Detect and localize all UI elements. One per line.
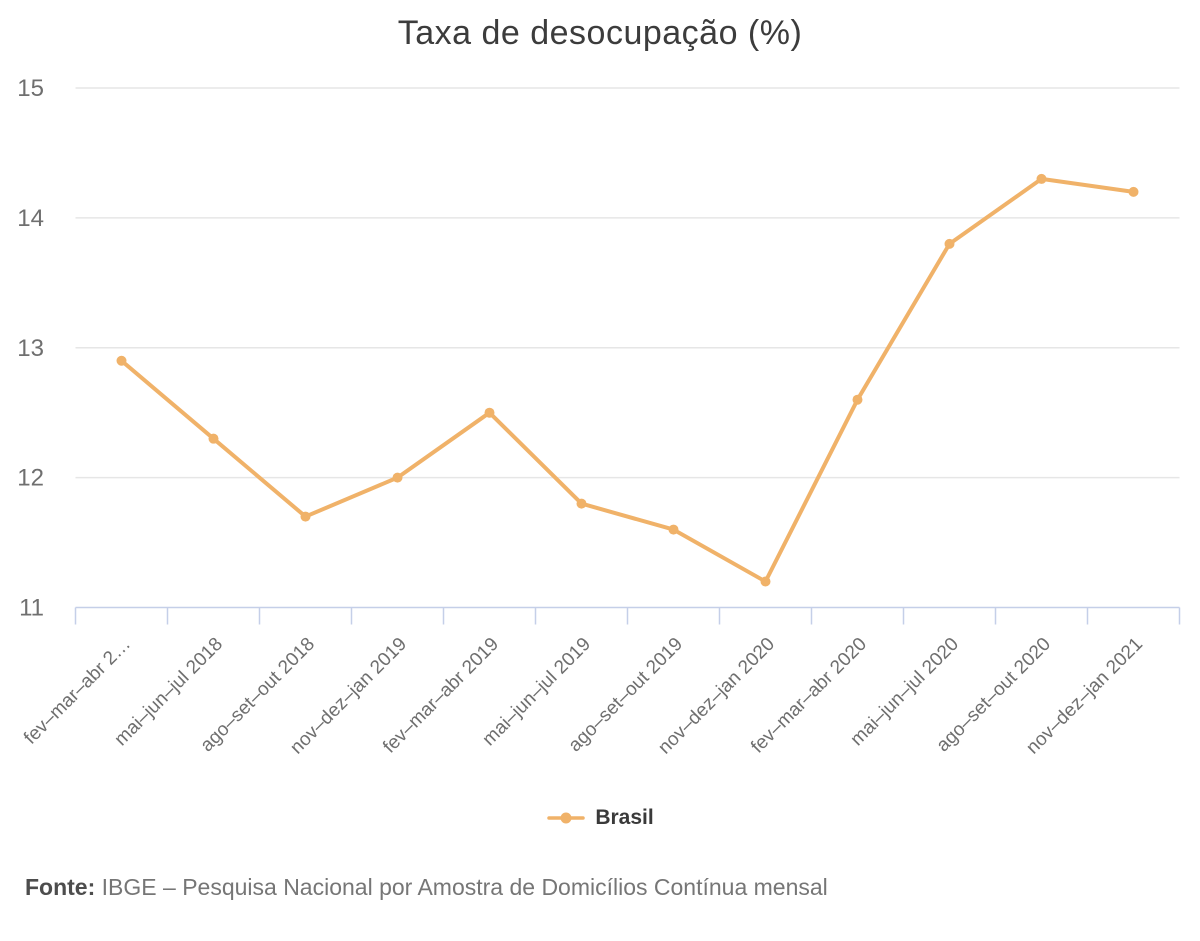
source-label: Fonte:	[25, 874, 96, 900]
legend-item-brasil[interactable]: Brasil	[0, 806, 1200, 830]
y-axis-label: 12	[17, 465, 44, 492]
data-point[interactable]	[944, 238, 955, 249]
source-text: IBGE – Pesquisa Nacional por Amostra de …	[101, 874, 828, 900]
legend-label: Brasil	[595, 806, 654, 829]
data-point[interactable]	[484, 407, 495, 418]
data-point[interactable]	[392, 472, 403, 483]
data-point[interactable]	[116, 355, 127, 366]
data-point[interactable]	[668, 524, 679, 535]
data-point[interactable]	[1036, 173, 1047, 184]
data-point[interactable]	[760, 576, 771, 587]
source-note: Fonte: IBGE – Pesquisa Nacional por Amos…	[25, 874, 828, 901]
data-point[interactable]	[852, 394, 863, 405]
legend-line-marker-icon	[547, 812, 586, 824]
y-axis-label: 11	[19, 595, 44, 622]
y-axis-label: 14	[17, 205, 44, 232]
y-axis-label: 13	[17, 335, 44, 362]
data-point[interactable]	[576, 498, 587, 509]
data-point[interactable]	[208, 433, 219, 444]
series-line-brasil	[119, 176, 1136, 584]
data-point[interactable]	[300, 511, 311, 522]
data-point[interactable]	[1128, 186, 1139, 197]
y-axis-label: 15	[17, 75, 44, 102]
chart-title: Taxa de desocupação (%)	[397, 14, 803, 52]
